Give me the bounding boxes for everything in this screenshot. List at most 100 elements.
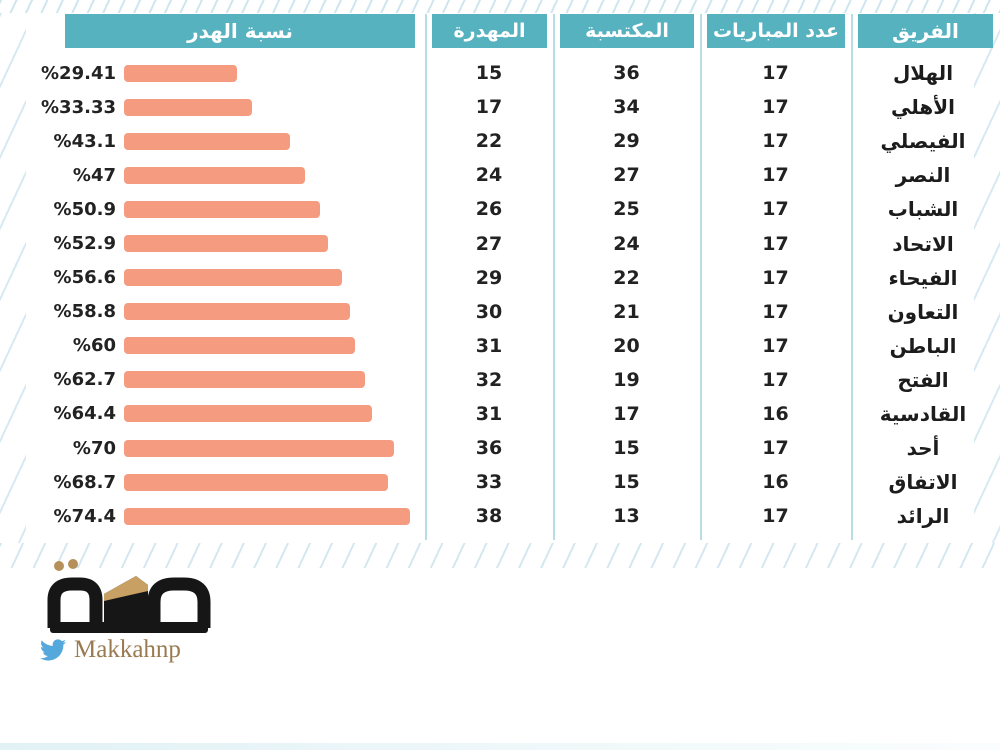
table-row: %58.8 30 21 17 التعاون — [20, 295, 995, 329]
gained-count: 34 — [613, 96, 640, 119]
matches-count: 17 — [762, 130, 789, 153]
header-gained: المكتسبة — [560, 14, 694, 48]
waste-pct-label: %47 — [72, 164, 116, 186]
bottom-hatch-decoration — [0, 543, 1000, 568]
waste-pct-label: %52.9 — [53, 233, 116, 255]
waste-pct-bar — [124, 507, 411, 525]
column-separator — [553, 14, 555, 540]
wasted-count: 31 — [475, 334, 503, 357]
waste-pct-label: %70 — [72, 437, 116, 459]
gained-count: 25 — [613, 198, 640, 221]
team-name: الفتح — [897, 367, 949, 392]
waste-pct-bar — [124, 473, 389, 491]
table-row: %33.33 17 34 17 الأهلي — [20, 90, 995, 124]
waste-pct-label: %33.33 — [41, 96, 116, 118]
logo-left-arch — [47, 577, 103, 628]
team-name: الفيحاء — [888, 265, 958, 290]
column-separator — [425, 14, 427, 540]
waste-pct-label: %58.8 — [53, 301, 116, 323]
table-row: %56.6 29 22 17 الفيحاء — [20, 261, 995, 295]
waste-pct-bar — [124, 337, 355, 355]
header-wasted: المهدرة — [432, 14, 547, 48]
column-separator — [700, 14, 702, 540]
wasted-count: 15 — [475, 62, 503, 85]
waste-pct-bar — [124, 200, 320, 218]
gained-count: 19 — [613, 368, 640, 391]
wasted-count: 31 — [475, 402, 503, 425]
team-name: القادسية — [879, 401, 967, 426]
logo-right-arch — [147, 577, 211, 628]
waste-pct-label: %64.4 — [53, 403, 116, 425]
team-name: الرائد — [896, 504, 950, 529]
table-body: %29.41 15 36 17 الهلال %33.33 17 34 17 ا… — [20, 56, 995, 533]
stats-table: نسبة الهدر المهدرة المكتسبة عدد المباريا… — [20, 14, 995, 540]
kaaba-gold-band — [104, 576, 148, 601]
makkah-newspaper-logo — [42, 556, 212, 642]
team-name: الشباب — [887, 197, 959, 222]
wasted-count: 22 — [475, 130, 503, 153]
table-row: %43.1 22 29 17 الفيصلي — [20, 124, 995, 158]
wasted-count: 30 — [475, 300, 503, 323]
gained-count: 13 — [613, 505, 640, 528]
wasted-count: 38 — [475, 505, 503, 528]
table-header-row: نسبة الهدر المهدرة المكتسبة عدد المباريا… — [20, 14, 995, 48]
twitter-handle: Makkahnp — [74, 636, 181, 663]
twitter-bird-icon — [40, 639, 66, 661]
table-row: %70 36 15 17 أحد — [20, 431, 995, 465]
matches-count: 17 — [762, 334, 789, 357]
matches-count: 17 — [762, 96, 789, 119]
waste-pct-bar — [124, 235, 328, 253]
table-row: %74.4 38 13 17 الرائد — [20, 499, 995, 533]
matches-count: 17 — [762, 62, 789, 85]
logo-gold-dot — [54, 561, 64, 571]
waste-pct-bar — [124, 132, 290, 150]
team-name: الاتحاد — [892, 231, 954, 256]
table-row: %60 31 20 17 الباطن — [20, 329, 995, 363]
waste-pct-bar — [124, 405, 372, 423]
header-matches: عدد المباريات — [707, 14, 845, 48]
team-name: الأهلي — [890, 95, 955, 120]
team-name: الفيصلي — [880, 129, 966, 154]
team-name: التعاون — [887, 299, 959, 324]
waste-pct-label: %60 — [72, 335, 116, 357]
table-row: %29.41 15 36 17 الهلال — [20, 56, 995, 90]
matches-count: 17 — [762, 505, 789, 528]
top-hatch-decoration — [0, 0, 1000, 13]
waste-pct-label: %74.4 — [53, 505, 116, 527]
wasted-count: 24 — [475, 164, 503, 187]
gained-count: 22 — [613, 266, 640, 289]
gained-count: 27 — [613, 164, 640, 187]
gained-count: 15 — [613, 471, 640, 494]
gained-count: 36 — [613, 62, 640, 85]
column-separator — [851, 14, 853, 540]
logo-gold-dot — [68, 559, 78, 569]
team-name: الاتفاق — [888, 470, 958, 495]
gained-count: 17 — [613, 402, 640, 425]
table-row: %47 24 27 17 النصر — [20, 158, 995, 192]
matches-count: 17 — [762, 232, 789, 255]
table-row: %62.7 32 19 17 الفتح — [20, 363, 995, 397]
wasted-count: 32 — [475, 368, 503, 391]
waste-pct-bar — [124, 64, 238, 82]
waste-pct-bar — [124, 371, 366, 389]
team-name: الباطن — [889, 333, 957, 358]
waste-pct-label: %50.9 — [53, 198, 116, 220]
waste-pct-bar — [124, 439, 394, 457]
waste-pct-label: %29.41 — [41, 62, 116, 84]
header-team: الفريق — [858, 14, 993, 48]
team-name: النصر — [895, 163, 951, 188]
table-row: %68.7 33 15 16 الاتفاق — [20, 465, 995, 499]
waste-pct-bar — [124, 303, 351, 321]
wasted-count: 27 — [475, 232, 503, 255]
wasted-count: 33 — [475, 471, 503, 494]
matches-count: 17 — [762, 266, 789, 289]
right-hatch-decoration — [974, 13, 1000, 543]
matches-count: 17 — [762, 300, 789, 323]
logo-baseline — [50, 622, 208, 633]
table-row: %52.9 27 24 17 الاتحاد — [20, 226, 995, 260]
gained-count: 21 — [613, 300, 640, 323]
waste-pct-label: %68.7 — [53, 471, 116, 493]
waste-pct-label: %62.7 — [53, 369, 116, 391]
waste-pct-label: %56.6 — [53, 267, 116, 289]
